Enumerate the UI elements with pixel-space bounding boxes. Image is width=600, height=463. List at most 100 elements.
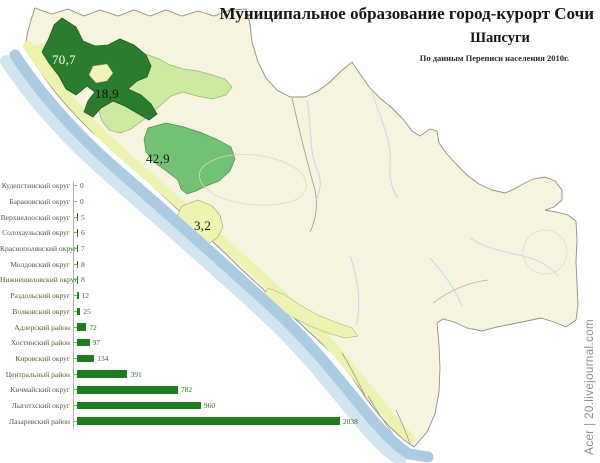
bar-zone: 8 xyxy=(74,256,85,272)
bar-value: 391 xyxy=(130,369,142,379)
axis-tick xyxy=(74,248,77,250)
bar-zone: 8 xyxy=(74,272,85,288)
coastal-strip-region xyxy=(23,41,415,443)
axis-tick xyxy=(74,310,77,312)
bar-row: Центральный район 391 xyxy=(0,366,370,382)
sea-inner-band xyxy=(9,49,434,463)
bar-category-label: Волковский округ xyxy=(12,306,70,316)
axis-tick xyxy=(74,389,77,391)
bar xyxy=(77,323,87,331)
bar-row: Краснополянский округ 7 xyxy=(0,241,370,257)
axis-tick xyxy=(74,263,77,265)
land-territory xyxy=(24,7,579,448)
bar-zone: 6 xyxy=(74,225,85,241)
bar-zone: 2038 xyxy=(74,413,358,429)
bar-row: Адлерский район 72 xyxy=(0,319,370,335)
axis-tick xyxy=(74,216,77,218)
bar-row: Хостинский район 97 xyxy=(0,335,370,351)
district-boundary-line xyxy=(432,279,489,304)
bar-category-label: Кудепстинский округ xyxy=(1,181,70,191)
bar-value: 5 xyxy=(81,212,85,222)
bar xyxy=(77,229,78,237)
bar-zone: 0 xyxy=(74,194,84,210)
bar-zone: 391 xyxy=(74,366,142,382)
map-value-label: 18,9 xyxy=(95,86,119,101)
bar xyxy=(77,401,201,410)
bar-category-label: Кичмайский округ xyxy=(10,385,70,395)
bar-zone: 134 xyxy=(74,351,109,367)
bar-zone: 7 xyxy=(74,241,85,257)
bar-category-label: Солохаульский округ xyxy=(2,228,70,238)
bar-category-label: Молдовский округ xyxy=(10,259,70,269)
axis-tick xyxy=(74,201,77,203)
bar xyxy=(77,386,178,394)
axis-tick xyxy=(74,295,77,297)
bar xyxy=(77,213,78,221)
bar xyxy=(77,244,78,253)
bar xyxy=(77,354,95,363)
bar-row: Солохаульский округ 6 xyxy=(0,225,370,241)
region-42-9 xyxy=(143,122,236,195)
bar-category-label: Центральный район xyxy=(5,369,70,379)
bar-zone: 72 xyxy=(74,319,97,335)
bar-value: 0 xyxy=(80,181,84,191)
bar-category-label: Нижнешиловский округ xyxy=(0,275,78,285)
bar xyxy=(77,307,81,316)
chart-axis xyxy=(73,181,74,429)
bar-category-label: Кировский округ xyxy=(15,353,70,363)
bar xyxy=(77,417,340,425)
bar-value: 134 xyxy=(97,353,109,363)
bar-row: Барановский округ 0 xyxy=(0,194,370,210)
source-note: По данным Переписи населения 2010г. xyxy=(419,53,569,63)
bar-zone: 782 xyxy=(74,382,192,398)
page-title: Муниципальное образование город-курорт С… xyxy=(219,4,594,23)
rivers xyxy=(306,91,559,326)
bar-value: 7 xyxy=(81,244,85,254)
bar-row: Молдовский округ 8 xyxy=(0,256,370,272)
axis-tick xyxy=(74,420,77,422)
bar-value: 782 xyxy=(180,385,193,395)
bar-row: Раздольский округ 12 xyxy=(0,288,370,304)
bar xyxy=(77,338,90,347)
district-boundary-line xyxy=(291,97,317,233)
bar-value: 960 xyxy=(203,400,216,410)
bar-category-label: Лазаревский район xyxy=(8,416,70,426)
bar-value: 6 xyxy=(81,228,85,238)
district-boundary xyxy=(198,154,307,206)
bar xyxy=(77,291,79,300)
axis-tick xyxy=(74,326,77,328)
bar-value: 97 xyxy=(92,338,101,348)
bar xyxy=(77,276,79,284)
bar-value: 25 xyxy=(83,306,91,316)
map-value-label: 42,9 xyxy=(146,151,170,166)
bar-value: 8 xyxy=(81,259,85,269)
bar-zone: 5 xyxy=(74,209,85,225)
bar-zone: 0 xyxy=(74,178,84,194)
axis-tick xyxy=(74,342,77,344)
bar-value: 2038 xyxy=(342,416,358,426)
bar-zone: 12 xyxy=(74,288,89,304)
bar-category-label: Хостинский район xyxy=(10,338,70,348)
region-70-7-enclave xyxy=(88,63,114,84)
axis-tick xyxy=(74,185,77,187)
axis-tick xyxy=(74,373,77,375)
bar xyxy=(77,260,79,269)
page-subtitle: Шапсуги xyxy=(470,30,530,46)
bar-row: Лыготхский округ 960 xyxy=(0,398,370,414)
bar-value: 12 xyxy=(81,291,90,301)
bar-row: Лазаревский район 2038 xyxy=(0,413,370,429)
axis-tick xyxy=(74,279,77,281)
bar-row: Кудепстинский округ 0 xyxy=(0,178,370,194)
bar-row: Волковский округ 25 xyxy=(0,304,370,320)
bar-zone: 25 xyxy=(74,304,91,320)
bar-zone: 97 xyxy=(74,335,100,351)
bar-row: Нижнешиловский округ 8 xyxy=(0,272,370,288)
bar xyxy=(77,370,128,378)
bar-category-label: Верхнелооский округ xyxy=(0,212,70,222)
bar-category-label: Адлерский район xyxy=(14,322,70,332)
bar-row: Верхнелооский округ 5 xyxy=(0,209,370,225)
bar-category-label: Краснополянский округ xyxy=(0,244,77,254)
map-value-label: 70,7 xyxy=(52,52,76,67)
